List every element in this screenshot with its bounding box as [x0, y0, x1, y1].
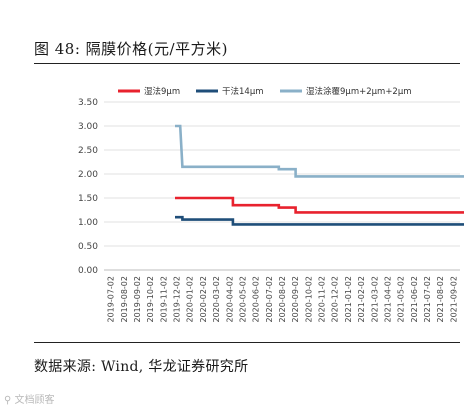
- x-tick-label: 2021-03-02: [370, 276, 379, 323]
- x-tick-label: 2021-02-02: [357, 276, 366, 323]
- x-tick-label: 2021-01-02: [344, 276, 353, 323]
- x-tick-label: 2020-03-02: [212, 276, 221, 323]
- x-tick-label: 2019-12-02: [173, 276, 182, 323]
- y-tick-label: 3.50: [78, 98, 98, 108]
- x-tick-label: 2019-08-02: [120, 276, 129, 323]
- x-tick-label: 2020-11-02: [318, 276, 327, 323]
- legend-label: 干法14μm: [222, 86, 264, 97]
- x-tick-label: 2020-09-02: [291, 276, 300, 323]
- y-tick-label: 2.00: [78, 170, 98, 180]
- x-axis-labels: 2019-07-02 2019-08-02 2019-09-02 2019-10-02…: [107, 276, 459, 323]
- y-tick-label: 0.50: [78, 242, 98, 252]
- separator-price-chart: 0.00 0.50 1.00 1.50 2.00 2.50 3.00 3.50 2019-07…: [78, 86, 464, 323]
- x-tick-label: 2020-07-02: [265, 276, 274, 323]
- x-tick-label: 2021-05-02: [397, 276, 406, 323]
- x-tick-label: 2021-08-02: [436, 276, 445, 323]
- x-tick-label: 2019-10-02: [146, 276, 155, 323]
- x-tick-label: 2021-04-02: [383, 276, 392, 323]
- source-rule: [34, 342, 460, 343]
- x-tick-label: 2021-06-02: [410, 276, 419, 323]
- y-axis-labels: 0.00 0.50 1.00 1.50 2.00 2.50 3.00 3.50: [78, 98, 98, 276]
- x-tick-label: 2020-05-02: [238, 276, 247, 323]
- x-tick-label: 2020-08-02: [278, 276, 287, 323]
- x-tick-label: 2020-06-02: [252, 276, 261, 323]
- x-tick-label: 2020-01-02: [186, 276, 195, 323]
- x-tick-label: 2019-11-02: [159, 276, 168, 323]
- legend: 湿法9μm 干法14μm 湿法涂覆9μm+2μm+2μm: [118, 86, 412, 97]
- series-line-3: [175, 124, 464, 178]
- x-tick-label: 2021-09-02: [449, 276, 458, 323]
- watermark: ⚲ 文档顾客: [4, 395, 55, 406]
- legend-label: 湿法9μm: [144, 86, 180, 97]
- x-tick-label: 2020-04-02: [225, 276, 234, 323]
- x-tick-label: 2019-07-02: [107, 276, 116, 323]
- x-tick-label: 2019-09-02: [133, 276, 142, 323]
- source-note: 数据来源: Wind, 华龙证券研究所: [34, 359, 249, 375]
- legend-label: 湿法涂覆9μm+2μm+2μm: [306, 86, 412, 97]
- figure-title: 图 48: 隔膜价格(元/平方米): [34, 40, 228, 58]
- series-lines: [175, 124, 464, 226]
- y-tick-label: 0.00: [78, 266, 98, 276]
- y-tick-label: 2.50: [78, 146, 98, 156]
- x-tick-label: 2021-07-02: [423, 276, 432, 323]
- title-rule: [34, 63, 460, 64]
- y-tick-label: 1.00: [78, 218, 98, 228]
- y-tick-label: 3.00: [78, 122, 98, 132]
- grid-lines: [104, 101, 460, 271]
- series-line-2: [175, 215, 464, 226]
- x-tick-label: 2020-12-02: [331, 276, 340, 323]
- y-tick-label: 1.50: [78, 194, 98, 204]
- x-tick-label: 2020-02-02: [199, 276, 208, 323]
- series-line-1: [175, 196, 464, 214]
- x-tick-label: 2020-10-02: [304, 276, 313, 323]
